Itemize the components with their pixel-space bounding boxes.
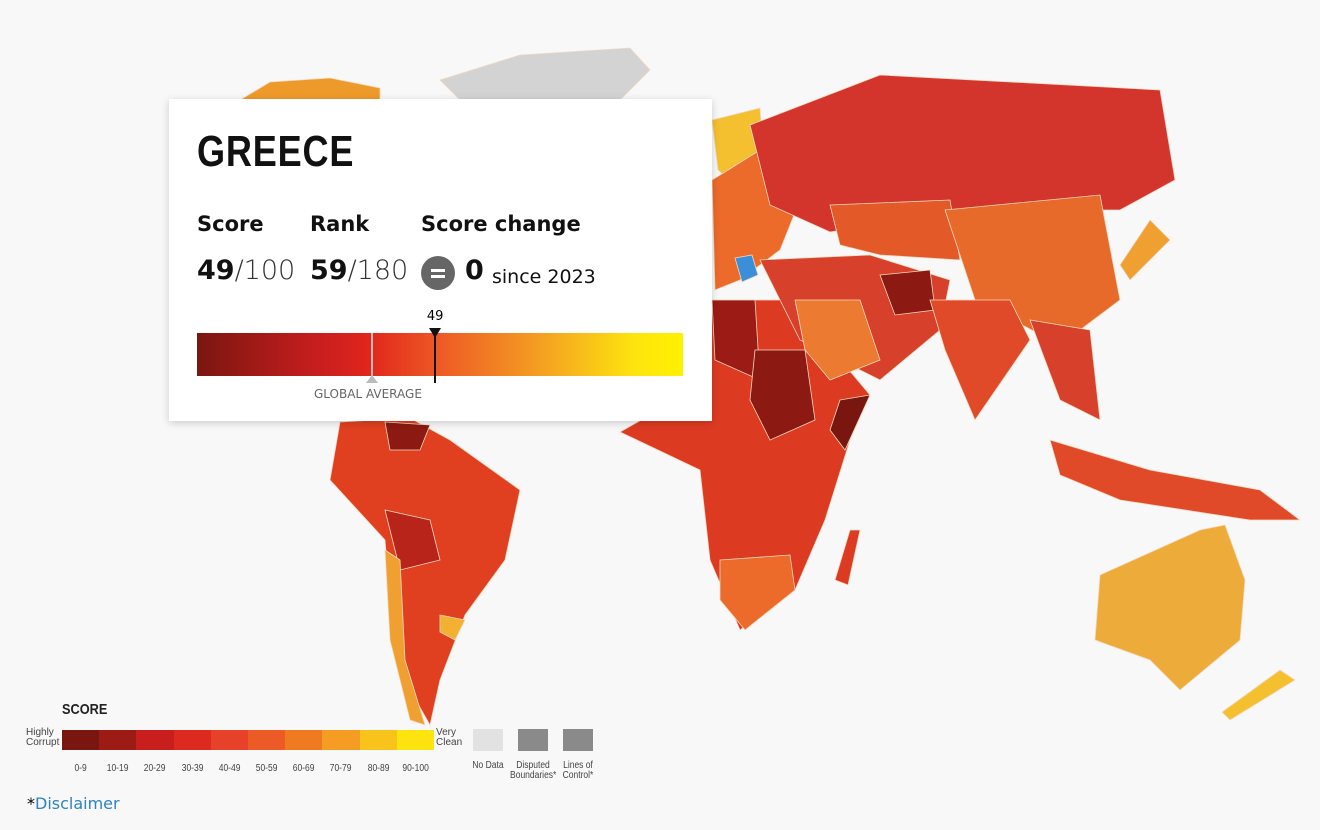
legend-bin-label: 90-100: [402, 763, 429, 774]
score-max: /100: [234, 255, 296, 286]
north-america: [238, 77, 381, 101]
legend-other-label: No Data: [472, 760, 504, 771]
low-label: Highly Corrupt: [26, 727, 60, 748]
legend-swatch: [99, 730, 137, 750]
score-value: 49: [197, 255, 235, 286]
legend-other-label: Lines of Control*: [562, 760, 594, 781]
no-change-icon: [421, 256, 455, 290]
legend-other-swatch: [563, 729, 593, 751]
greenland: [439, 47, 651, 101]
south-east-asia: [1029, 319, 1101, 421]
score-scale: [197, 333, 683, 376]
legend-bin-label: 30-39: [181, 763, 204, 774]
legend-swatch: [136, 730, 174, 750]
score-label: Score: [197, 212, 264, 236]
legend-bin-label: 50-59: [255, 763, 278, 774]
legend-other-swatch: [473, 729, 503, 751]
new-zealand: [1221, 669, 1296, 721]
australia: [1094, 524, 1246, 691]
south-america: [329, 417, 521, 727]
disclaimer-link[interactable]: Disclaimer: [35, 794, 120, 813]
score-marker: [434, 333, 437, 383]
score: 49/100: [197, 255, 295, 286]
legend-other-label: Disputed Boundaries*: [510, 760, 557, 781]
rank-label: Rank: [310, 212, 370, 236]
disclaimer: *Disclaimer: [27, 794, 120, 813]
score-marker-label: 49: [426, 309, 444, 324]
madagascar: [834, 529, 861, 586]
greece: [734, 254, 759, 283]
indonesia: [1049, 439, 1302, 521]
legend-bin-label: 60-69: [292, 763, 315, 774]
legend-other-swatch: [518, 729, 548, 751]
japan: [1119, 219, 1171, 281]
china: [944, 194, 1121, 346]
since: since 2023: [492, 266, 596, 288]
saudi-arabia: [794, 299, 881, 381]
legend-bin-label: 40-49: [218, 763, 241, 774]
change-label: Score change: [421, 212, 581, 236]
venezuela: [384, 421, 431, 451]
rank-max: /180: [347, 255, 409, 286]
asterisk: *: [27, 794, 35, 813]
legend-bin-label: 20-29: [144, 763, 166, 774]
sudan: [749, 349, 816, 441]
south-africa: [719, 554, 796, 631]
russia: [749, 74, 1176, 233]
legend-bin-label: 10-19: [106, 763, 129, 774]
score-pointer: [429, 328, 442, 338]
central-asia: [829, 199, 961, 261]
global-average-line: [371, 333, 373, 376]
change: 0: [465, 255, 484, 286]
legend-bin-label: 70-79: [330, 763, 352, 774]
high-label: Very Clean: [436, 727, 463, 748]
change-value: 0: [465, 255, 484, 286]
chile: [384, 549, 426, 726]
india: [929, 299, 1031, 421]
tooltip-card: GREECE Score Rank Score change 49/100 59…: [169, 99, 712, 421]
legend-swatch: [248, 730, 286, 750]
legend-bin-label: 80-89: [367, 763, 390, 774]
legend-swatch: [359, 730, 397, 750]
somalia: [829, 394, 871, 451]
bolivia: [384, 509, 441, 571]
legend-swatch: [210, 730, 248, 750]
uruguay: [439, 614, 466, 641]
rank-value: 59: [310, 255, 348, 286]
legend: SCORE Highly Corrupt Very Clean 0-9 10-19…: [20, 700, 620, 790]
country-name: GREECE: [197, 127, 355, 176]
legend-title: SCORE: [62, 701, 108, 718]
global-average-label: GLOBAL AVERAGE: [314, 387, 422, 401]
legend-bin-label: 0-9: [74, 763, 87, 774]
rank: 59/180: [310, 255, 408, 286]
global-average-pointer: [366, 375, 378, 383]
legend-swatch: [173, 730, 211, 750]
legend-swatch: [322, 730, 360, 750]
legend-swatch: [62, 730, 100, 750]
legend-swatch: [285, 730, 323, 750]
legend-swatch: [396, 730, 434, 750]
